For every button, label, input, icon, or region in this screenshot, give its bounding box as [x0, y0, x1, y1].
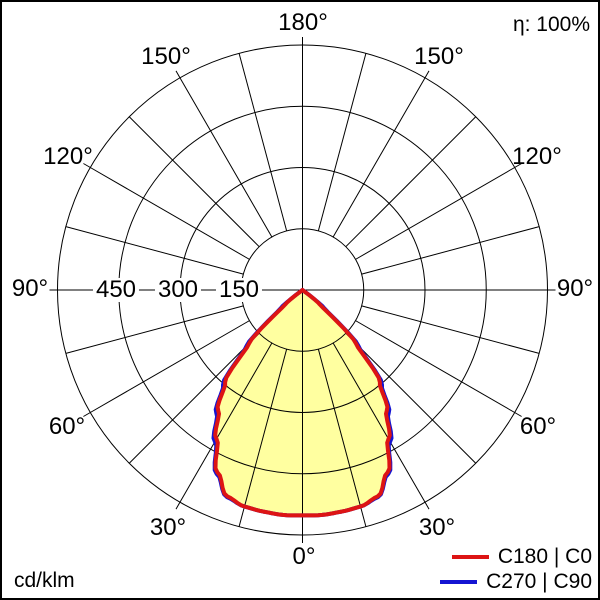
angle-label-30-left: 30° [149, 514, 187, 541]
angle-label-0: 0° [292, 543, 316, 570]
angle-label-120-left: 120° [43, 143, 93, 170]
efficiency-label: η: 100% [512, 13, 590, 36]
legend-line-red-icon [451, 554, 489, 559]
angle-label-180: 180° [278, 9, 328, 36]
angle-label-30-right: 30° [418, 514, 456, 541]
angle-label-60-left: 60° [48, 413, 86, 440]
legend-item-c180-c0: C180 | C0 [451, 545, 592, 568]
angle-label-150-right: 150° [414, 43, 464, 70]
units-label: cd/klm [14, 569, 75, 592]
angle-label-90-left: 90° [11, 275, 49, 302]
legend-label-c180-c0: C180 | C0 [497, 545, 592, 568]
radial-label-300: 300 [154, 278, 202, 302]
legend: C180 | C0 C270 | C90 [440, 546, 592, 592]
angle-label-120-right: 120° [512, 143, 562, 170]
angle-label-150-left: 150° [141, 43, 191, 70]
legend-item-c270-c90: C270 | C90 [440, 571, 592, 592]
angle-label-90-right: 90° [556, 275, 594, 302]
angle-label-60-right: 60° [519, 413, 557, 440]
radial-label-150: 150 [215, 278, 263, 302]
legend-label-c270-c90: C270 | C90 [486, 570, 592, 593]
legend-line-blue-icon [440, 579, 478, 584]
radial-label-450: 450 [92, 278, 140, 302]
